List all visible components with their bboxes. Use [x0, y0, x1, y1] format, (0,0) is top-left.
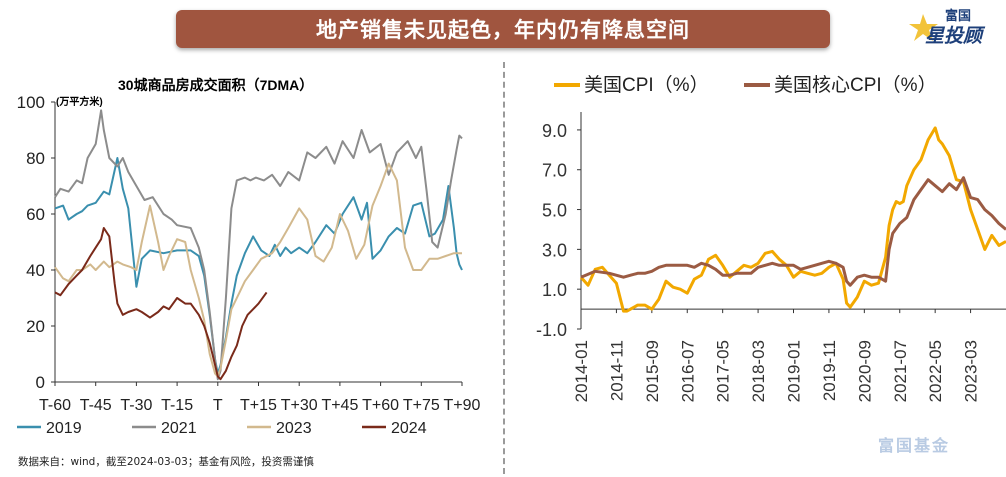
logo-line2: 星投顾 — [925, 25, 986, 47]
watermark: 富国基金 — [878, 436, 951, 455]
right-y-tick-label: 7.0 — [542, 161, 567, 181]
right-x-tick-label: 2021-07 — [891, 340, 910, 402]
left-x-tick-label: T+30 — [281, 397, 318, 414]
right-x-tick-label: 2014-01 — [572, 340, 591, 402]
right-y-tick-label: 5.0 — [542, 201, 567, 221]
left-y-tick-label: 40 — [26, 261, 45, 280]
left-x-tick-label: T+60 — [362, 397, 399, 414]
right-x-tick-label: 2019-01 — [785, 340, 804, 402]
left-chart-unit: (万平方米) — [56, 95, 103, 108]
left-x-tick-label: T+45 — [321, 397, 358, 414]
right-x-tick-label: 2017-05 — [714, 340, 733, 402]
right-x-tick-label: 2019-11 — [820, 340, 839, 401]
left-legend-label: 2023 — [276, 420, 312, 437]
left-y-tick-label: 100 — [17, 93, 45, 112]
right-x-tick-label: 2015-09 — [643, 340, 662, 402]
left-x-tick-label: T+90 — [444, 397, 481, 414]
left-series-line-2023 — [54, 162, 462, 378]
right-chart: 美国CPI（%） 美国核心CPI（%） -1.0 1.0 3.0 5.0 7.0 9.0 20… — [536, 74, 1006, 402]
left-x-tick-label: T+15 — [240, 397, 277, 414]
left-x-tick-label: T-30 — [120, 397, 152, 414]
left-legend-label: 2019 — [46, 420, 82, 437]
logo: 富国 星投顾 — [909, 8, 986, 47]
left-x-tick-label: T-45 — [80, 397, 112, 414]
left-x-tick-label: T-15 — [161, 397, 193, 414]
right-y-tick-label: 1.0 — [542, 280, 567, 300]
left-legend-label: 2021 — [161, 420, 197, 437]
source-note: 数据来自：wind，截至2024-03-03；基金有风险，投资需谨慎 — [18, 456, 314, 468]
left-chart: 30城商品房成交面积（7DMA） (万平方米) 0 20 40 60 80 100 T-60… — [17, 77, 481, 437]
panel-divider — [503, 62, 505, 474]
right-x-tick-label: 2022-05 — [926, 340, 945, 402]
left-series-line-2024 — [54, 227, 268, 381]
right-legend-label: 美国核心CPI（%） — [774, 74, 937, 96]
banner-title: 地产销售未见起色，年内仍有降息空间 — [176, 10, 830, 48]
left-x-tick-label: T+75 — [403, 397, 440, 414]
left-x-tick-label: T-60 — [39, 397, 71, 414]
left-y-tick-label: 20 — [26, 317, 45, 336]
right-x-tick-label: 2016-07 — [678, 340, 697, 402]
left-chart-title: 30城商品房成交面积（7DMA） — [118, 77, 313, 93]
left-legend-label: 2024 — [391, 420, 427, 437]
right-x-tick-label: 2018-03 — [749, 340, 768, 402]
right-x-tick-label: 2014-11 — [607, 340, 626, 401]
right-y-tick-label: 3.0 — [542, 240, 567, 260]
right-x-tick-label: 2023-03 — [962, 340, 981, 402]
left-y-tick-label: 80 — [26, 149, 45, 168]
right-series-line-cpi — [579, 126, 1006, 313]
right-y-tick-label: -1.0 — [536, 320, 567, 340]
right-legend-label: 美国CPI（%） — [584, 74, 709, 96]
left-y-tick-label: 0 — [36, 373, 45, 392]
star-icon — [909, 14, 938, 41]
left-series-line-2021 — [54, 109, 463, 381]
right-series-line-core-cpi — [580, 176, 1006, 287]
left-series-line-2019 — [54, 157, 463, 375]
left-x-tick-label: T — [213, 397, 223, 414]
logo-line1: 富国 — [945, 8, 971, 23]
right-x-tick-label: 2020-09 — [855, 340, 874, 402]
right-y-tick-label: 9.0 — [542, 121, 567, 141]
left-y-tick-label: 60 — [26, 205, 45, 224]
